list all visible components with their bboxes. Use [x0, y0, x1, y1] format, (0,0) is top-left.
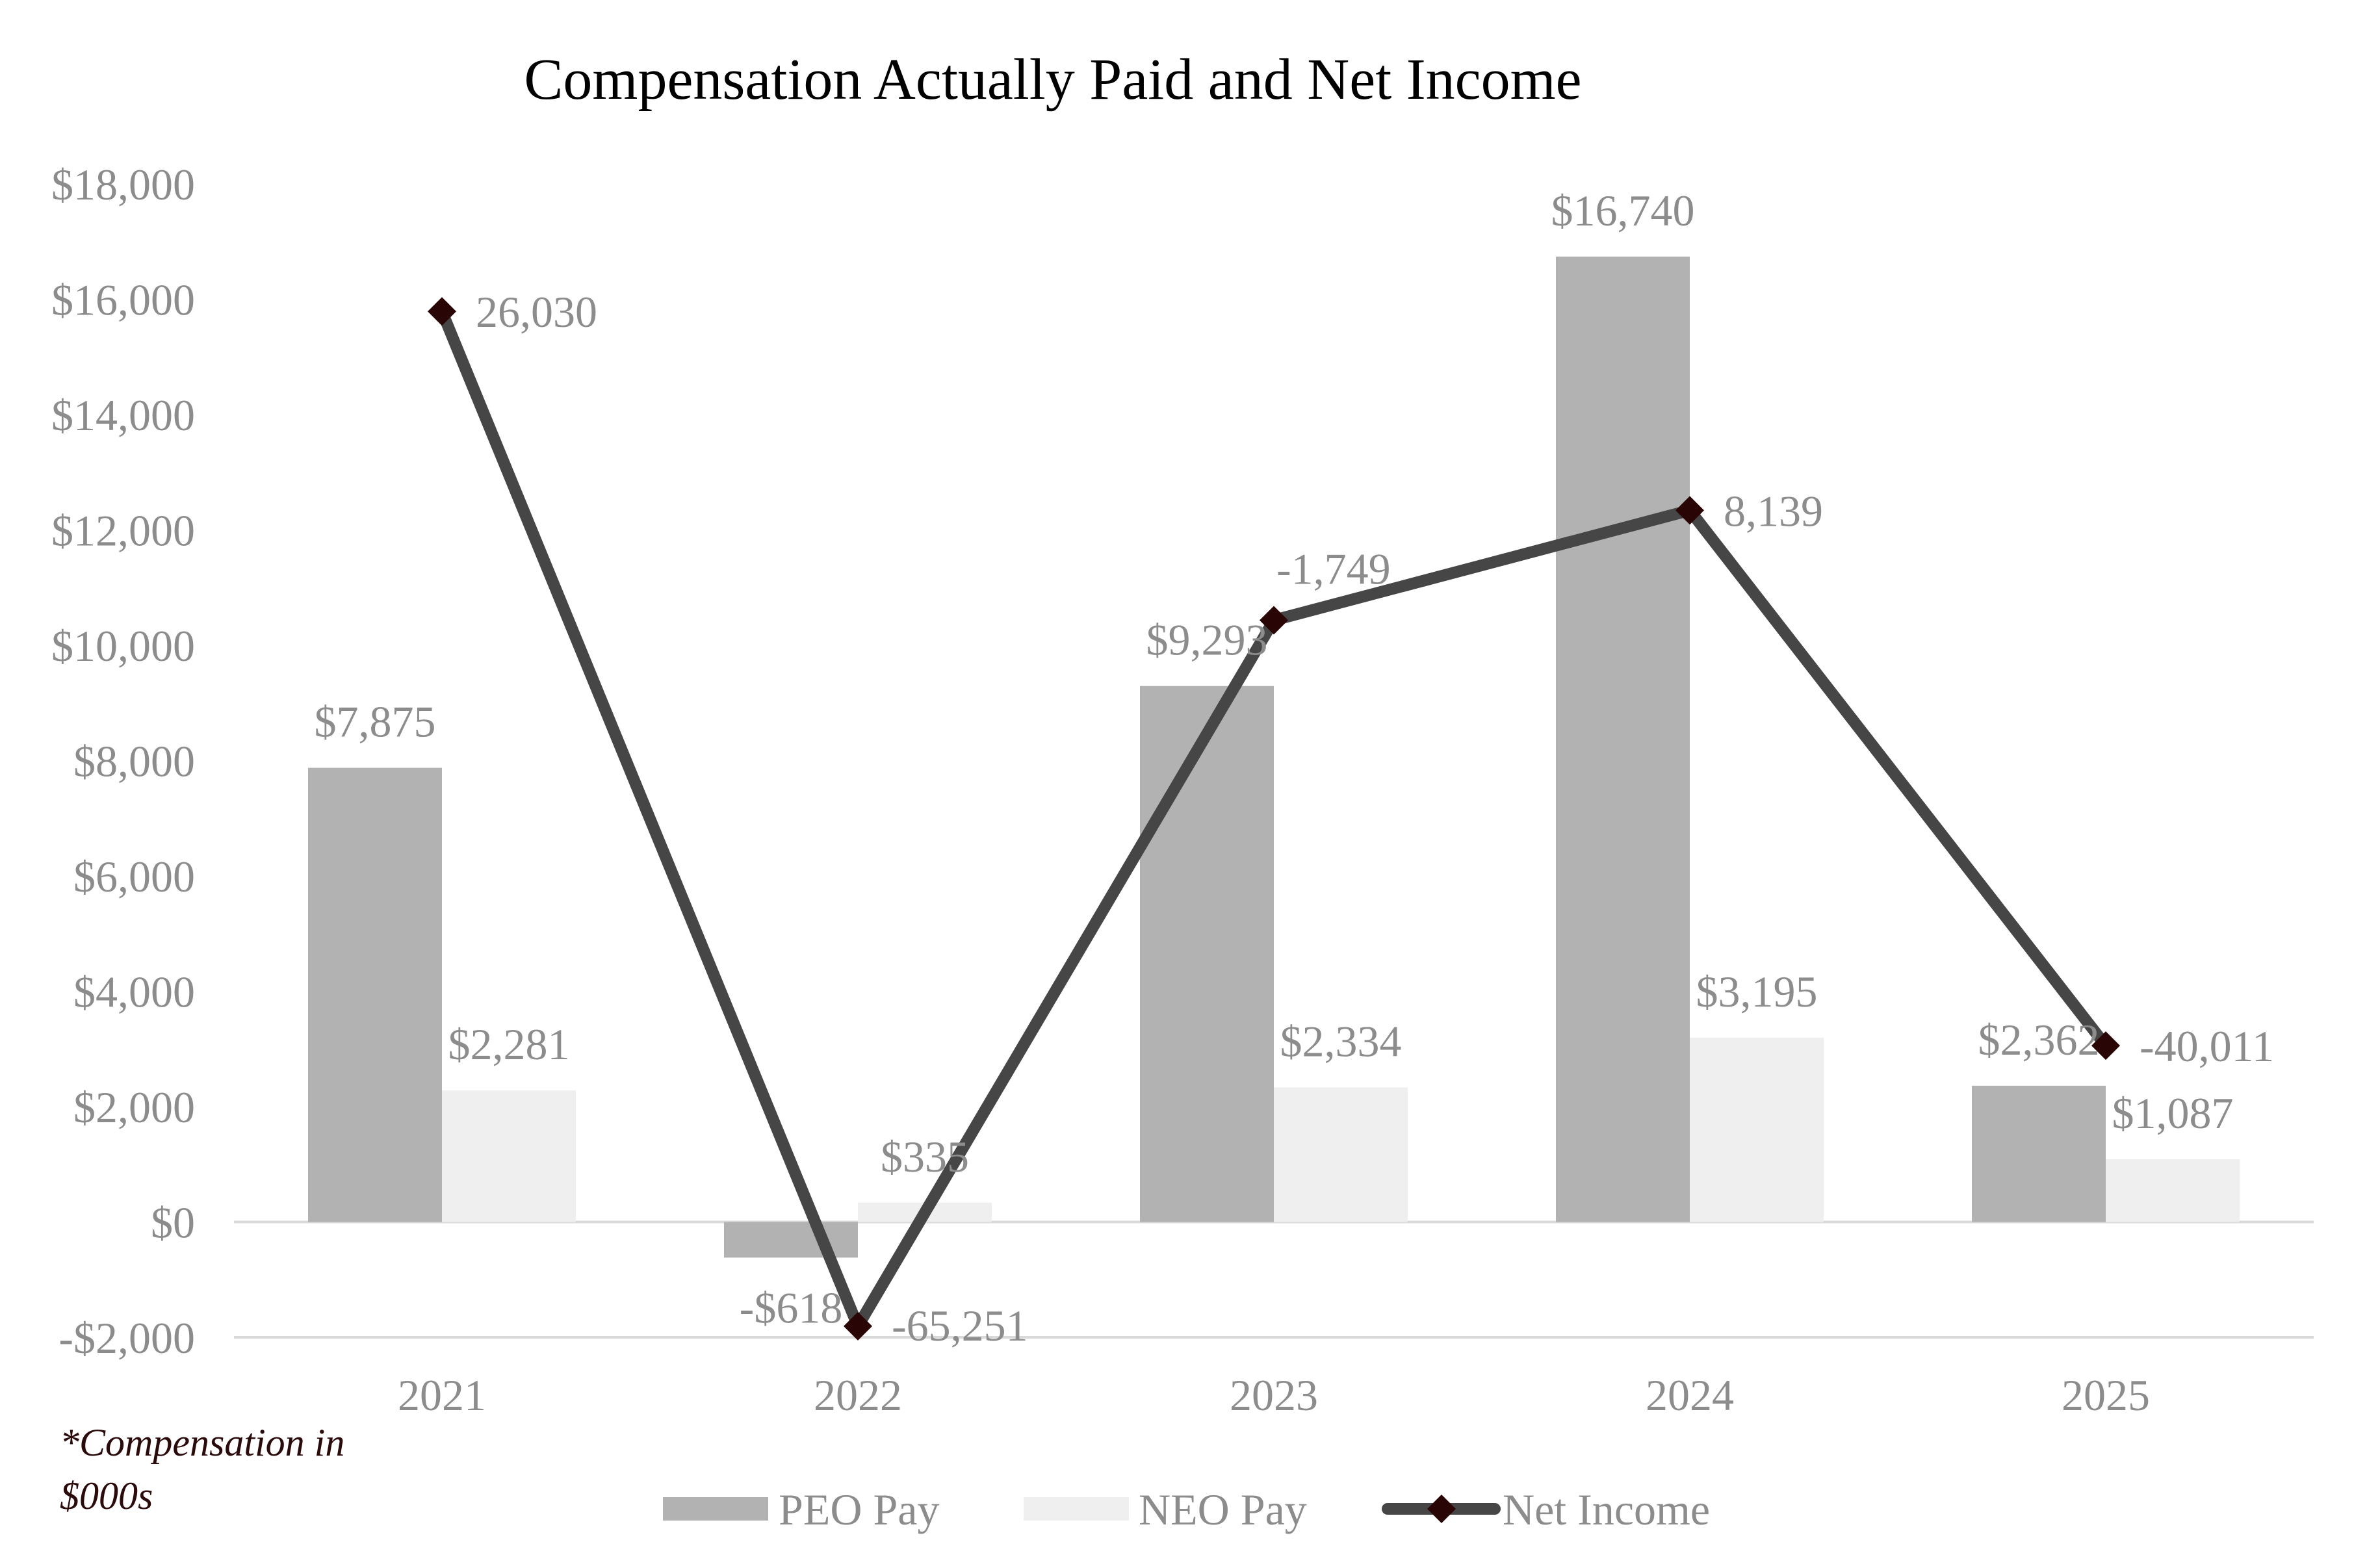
- neo-pay-bar: [1274, 1087, 1408, 1222]
- net-income-marker: [2091, 1031, 2120, 1060]
- peo-pay-bar: [1140, 686, 1274, 1222]
- legend-label-net-income: Net Income: [1503, 1485, 1710, 1534]
- legend: PEO Pay NEO Pay Net Income: [663, 1485, 1710, 1534]
- x-tick-label: 2025: [2062, 1370, 2150, 1420]
- neo-pay-data-label: $2,334: [1280, 1016, 1402, 1066]
- peo-pay-bar: [308, 767, 442, 1222]
- neo-pay-bar: [442, 1090, 576, 1222]
- y-tick-label: $12,000: [51, 506, 195, 556]
- footnote-line: $000s: [60, 1474, 153, 1517]
- footnote: *Compensation in $000s: [60, 1421, 344, 1517]
- peo-pay-bar: [724, 1222, 858, 1258]
- neo-pay-bar: [1690, 1037, 1824, 1222]
- x-tick-label: 2022: [814, 1370, 902, 1420]
- net-income-data-label: -1,749: [1276, 544, 1391, 593]
- peo-pay-bar: [1556, 256, 1690, 1222]
- y-tick-label: $6,000: [73, 852, 195, 901]
- peo-pay-data-label: $7,875: [315, 697, 436, 747]
- y-tick-label: $18,000: [51, 160, 195, 209]
- legend-label-peo-pay: PEO Pay: [779, 1485, 939, 1534]
- net-income-data-label: -65,251: [892, 1301, 1028, 1350]
- y-tick-label: $10,000: [51, 621, 195, 671]
- peo-pay-bar: [1972, 1085, 2106, 1222]
- neo-pay-data-label: $2,281: [448, 1020, 570, 1069]
- neo-pay-bar: [2106, 1159, 2240, 1222]
- line-layer: [428, 297, 2120, 1341]
- x-tick-label: 2021: [398, 1370, 486, 1420]
- chart-title: Compensation Actually Paid and Net Incom…: [524, 47, 1581, 112]
- legend-label-neo-pay: NEO Pay: [1139, 1485, 1307, 1534]
- peo-pay-data-label: -$618: [740, 1283, 843, 1332]
- neo-pay-data-label: $3,195: [1696, 967, 1818, 1016]
- net-income-data-label: 8,139: [1724, 486, 1823, 535]
- legend-swatch-neo-pay: [1024, 1497, 1129, 1521]
- net-income-marker: [844, 1311, 872, 1341]
- axis-layer: -$2,000 $0 $2,000 $4,000 $6,000 $8,000 $10,000…: [51, 160, 2314, 1420]
- net-income-data-label: 26,030: [476, 287, 597, 337]
- x-tick-label: 2024: [1646, 1370, 1734, 1420]
- y-tick-label: $4,000: [73, 968, 195, 1017]
- legend-marker-net-income: [1427, 1495, 1456, 1523]
- footnote-line: *Compensation in: [60, 1421, 344, 1464]
- peo-pay-data-label: $16,740: [1551, 186, 1695, 235]
- neo-pay-data-label: $335: [881, 1132, 969, 1181]
- net-income-marker: [1675, 496, 1704, 525]
- y-tick-label: $8,000: [73, 737, 195, 786]
- peo-pay-data-label: $9,293: [1146, 615, 1268, 665]
- bars-layer: [308, 256, 2240, 1258]
- neo-pay-data-label: $1,087: [2112, 1088, 2234, 1138]
- net-income-marker: [428, 297, 456, 326]
- y-tick-label: $14,000: [51, 391, 195, 440]
- y-tick-label: -$2,000: [58, 1313, 195, 1363]
- x-tick-label: 2023: [1230, 1370, 1318, 1420]
- peo-pay-data-label: $2,362: [1978, 1015, 2100, 1064]
- y-tick-label: $0: [151, 1198, 195, 1248]
- net-income-data-label: -40,011: [2140, 1022, 2274, 1071]
- y-tick-label: $2,000: [73, 1083, 195, 1132]
- y-tick-label: $16,000: [51, 276, 195, 325]
- legend-swatch-peo-pay: [663, 1497, 768, 1521]
- data-labels: $7,875 -$618 $9,293 $16,740 $2,362 $2,281 $335…: [315, 186, 2275, 1350]
- net-income-marker: [1260, 606, 1288, 635]
